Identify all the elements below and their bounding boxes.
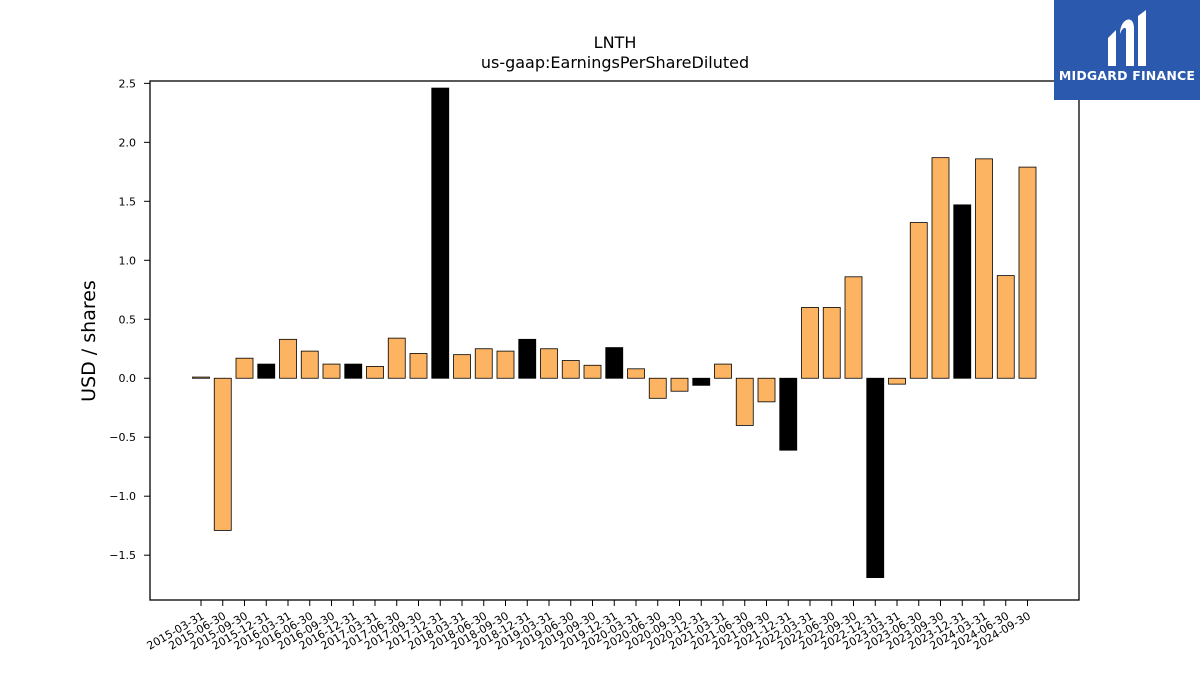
bars-group [192, 87, 1037, 578]
bar-2024-03-31 [975, 158, 993, 379]
y-tick-label: −0.5 [109, 431, 136, 444]
y-tick-label: −1.0 [109, 490, 136, 503]
bar-2017-09-30 [409, 353, 428, 379]
y-tick-label: 2.0 [119, 136, 137, 149]
y-ticks-group: −1.5 −1.0 −0.5 0.0 0.5 1.0 1.5 2.0 2.5 [109, 77, 150, 562]
bar-2019-12-31 [605, 347, 624, 379]
bar-2023-03-31 [888, 377, 906, 385]
y-tick-label: 1.0 [119, 254, 137, 267]
bar-2021-06-30 [735, 377, 754, 426]
bar-2024-09-30 [1018, 166, 1037, 379]
bar-2015-12-31 [257, 363, 276, 379]
bar-2019-09-30 [583, 364, 602, 379]
y-tick-label: −1.5 [109, 549, 136, 562]
bar-2023-09-30 [931, 157, 950, 379]
bar-2024-06-30 [996, 275, 1015, 379]
chart-subtitle: us-gaap:EarningsPerShareDiluted [481, 53, 749, 72]
bar-2020-09-30 [670, 377, 689, 392]
bar-2021-09-30 [757, 377, 776, 403]
bar-2017-03-31 [366, 366, 384, 379]
y-axis-label: USD / shares [78, 280, 100, 402]
bar-2022-09-30 [844, 276, 863, 379]
y-tick-label: 0.5 [119, 313, 137, 326]
x-ticks-group: 2015-03-312015-06-302015-09-302015-12-31… [145, 600, 1033, 653]
bar-2015-03-31 [192, 376, 210, 379]
bar-2021-03-31 [714, 363, 732, 379]
bar-2015-09-30 [235, 357, 254, 379]
bar-2017-06-30 [387, 337, 406, 379]
bar-2021-12-31 [779, 377, 798, 451]
bar-2018-12-31 [518, 338, 537, 379]
bar-2018-09-30 [496, 350, 515, 379]
bar-2016-06-30 [300, 350, 319, 379]
y-tick-label: 0.0 [119, 372, 137, 385]
bar-2018-03-31 [453, 354, 471, 379]
bar-2023-12-31 [953, 204, 972, 379]
chart-title: LNTH [594, 33, 637, 52]
bar-2020-03-31 [627, 368, 645, 379]
bar-2020-12-31 [692, 377, 711, 386]
bar-2023-06-30 [909, 222, 928, 379]
bar-2020-06-30 [648, 377, 667, 399]
bar-2015-06-30 [213, 377, 232, 531]
bar-2016-09-30 [322, 363, 341, 379]
y-tick-label: 2.5 [119, 77, 137, 90]
bar-2019-06-30 [561, 360, 580, 379]
logo-text: MIDGARD FINANCE [1058, 68, 1196, 83]
bar-2019-03-31 [540, 348, 558, 379]
midgard-finance-logo: MIDGARD FINANCE [1054, 0, 1200, 100]
y-tick-label: 1.5 [119, 195, 137, 208]
bar-2022-03-31 [801, 307, 819, 379]
bar-2016-03-31 [279, 338, 297, 379]
bar-2018-06-30 [474, 348, 493, 379]
plot-frame [149, 80, 1080, 601]
midgard-logo-icon [1108, 10, 1146, 66]
bar-2016-12-31 [344, 363, 363, 379]
bar-2017-12-31 [431, 87, 450, 379]
bar-2022-06-30 [822, 307, 841, 379]
bar-2022-12-31 [866, 377, 885, 578]
